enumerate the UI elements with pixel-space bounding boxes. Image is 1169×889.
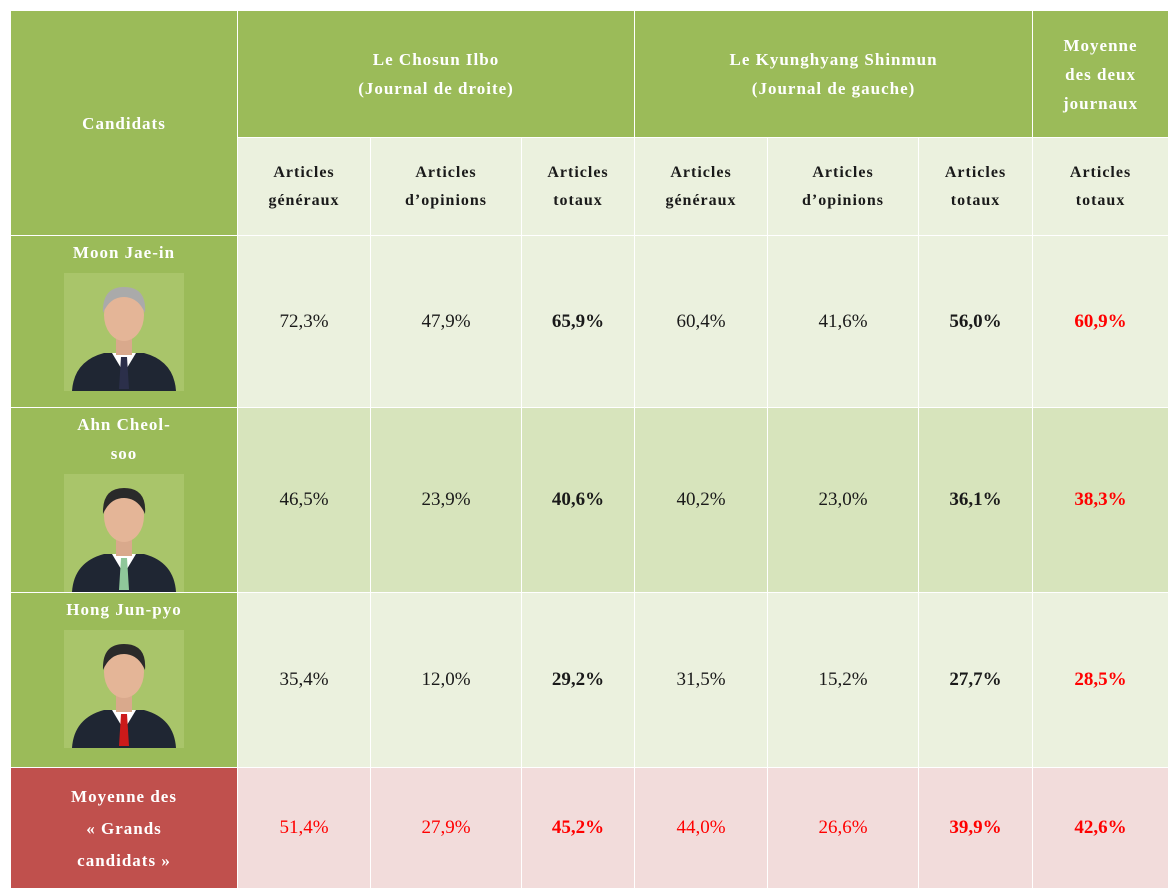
value-cell: 41,6% — [767, 235, 920, 408]
subheader-text: Articles totaux — [944, 163, 1007, 209]
value-cell: 28,5% — [1032, 592, 1169, 768]
value-cell: 27,9% — [370, 767, 522, 889]
table-row: Moyenne des « Grands candidats » 51,4% 27,… — [10, 767, 1169, 889]
group-subtitle: (Journal de gauche) — [751, 79, 916, 98]
portrait — [64, 630, 184, 748]
candidate-name: Moon Jae-in — [72, 243, 176, 262]
candidate-cell: Hong Jun-pyo — [10, 592, 238, 768]
value-cell: 60,9% — [1032, 235, 1169, 408]
header-row: Candidats Le Chosun Ilbo (Journal de droi… — [10, 10, 1169, 236]
subheader: Articles généraux — [237, 137, 371, 236]
subheader-text: Articles généraux — [665, 163, 737, 209]
subheader-row: Articles généraux Articles d’opinions Arti… — [11, 137, 1169, 236]
subheader: Articles d’opinions — [767, 137, 920, 236]
subheader-text: Articles d’opinions — [801, 163, 885, 209]
value-cell: 65,9% — [520, 235, 636, 408]
group-header: Le Kyunghyang Shinmun (Journal de gauche) — [634, 10, 1034, 138]
table-body: Moon Jae-in 72,3% 47,9% 65,9% 60,4% 41,6% 56,… — [10, 235, 1169, 889]
value-cell: 23,9% — [370, 407, 522, 593]
value-cell: 47,9% — [370, 235, 522, 408]
portrait — [64, 273, 184, 391]
subheader-text: Articles totaux — [547, 163, 609, 209]
value-cell: 31,5% — [634, 592, 769, 768]
value-cell: 40,6% — [520, 407, 636, 593]
subheader: Articles totaux — [520, 137, 636, 236]
value-cell: 72,3% — [237, 235, 371, 408]
candidats-header: Candidats — [10, 10, 238, 236]
value-cell: 45,2% — [520, 767, 636, 889]
value-cell: 51,4% — [237, 767, 371, 889]
value-cell: 40,2% — [634, 407, 769, 593]
value-cell: 29,2% — [520, 592, 636, 768]
candidate-name: Moyenne des « Grands candidats » — [71, 787, 177, 870]
candidate-cell: Moyenne des « Grands candidats » — [10, 767, 238, 889]
value-cell: 36,1% — [918, 407, 1034, 593]
value-cell: 42,6% — [1032, 767, 1169, 889]
value-cell: 15,2% — [767, 592, 920, 768]
value-cell: 38,3% — [1032, 407, 1169, 593]
subheader: Articles généraux — [634, 137, 769, 236]
value-cell: 56,0% — [918, 235, 1034, 408]
group-title: Le Kyunghyang Shinmun — [729, 50, 938, 69]
value-cell: 46,5% — [237, 407, 371, 593]
subheader: Articles totaux — [1032, 137, 1169, 236]
group-header: Le Chosun Ilbo (Journal de droite) — [236, 10, 636, 138]
group-title: Le Chosun Ilbo — [372, 50, 500, 69]
value-cell: 60,4% — [634, 235, 769, 408]
group-subtitle: (Journal de droite) — [358, 79, 514, 98]
subheader: Articles totaux — [918, 137, 1034, 236]
candidate-name: Hong Jun-pyo — [66, 600, 182, 619]
value-cell: 35,4% — [237, 592, 371, 768]
subheader-text: Articles totaux — [1069, 163, 1132, 209]
subheader: Articles d’opinions — [370, 137, 522, 236]
table-row: Ahn Cheol-soo 46,5% 23,9% 40,6% 40,2% 23,0% 3… — [10, 407, 1169, 593]
portrait — [64, 474, 184, 592]
candidate-cell: Moon Jae-in — [10, 235, 238, 408]
value-cell: 26,6% — [767, 767, 920, 889]
table-row: Hong Jun-pyo 35,4% 12,0% 29,2% 31,5% 15,2% 27… — [10, 592, 1169, 768]
value-cell: 23,0% — [767, 407, 920, 593]
table-row: Moon Jae-in 72,3% 47,9% 65,9% 60,4% 41,6% 56,… — [10, 235, 1169, 408]
value-cell: 12,0% — [370, 592, 522, 768]
candidate-cell: Ahn Cheol-soo — [10, 407, 238, 593]
results-table: Candidats Le Chosun Ilbo (Journal de droi… — [10, 10, 1169, 889]
subheader-text: Articles généraux — [268, 163, 340, 209]
group-header: Moyenne des deux journaux — [1032, 10, 1169, 138]
group-title: Moyenne des deux journaux — [1063, 35, 1139, 113]
candidate-name: Ahn Cheol-soo — [77, 415, 171, 463]
subheader-text: Articles d’opinions — [404, 163, 488, 209]
value-cell: 27,7% — [918, 592, 1034, 768]
value-cell: 39,9% — [918, 767, 1034, 889]
value-cell: 44,0% — [634, 767, 769, 889]
